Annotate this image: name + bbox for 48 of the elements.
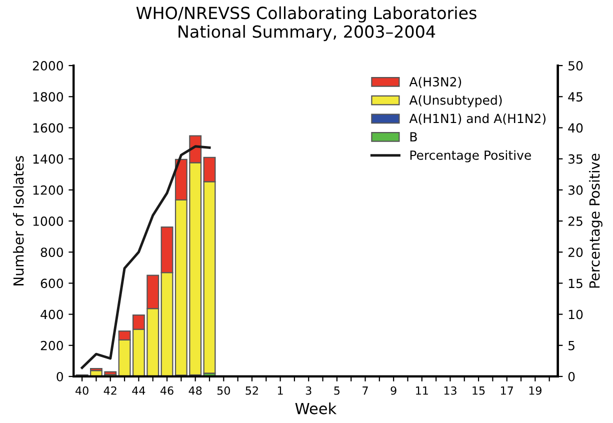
x-tick-label: 3 bbox=[306, 386, 312, 395]
y-tick-label: 800 bbox=[40, 248, 64, 258]
legend-label: A(H3N2) bbox=[409, 76, 462, 88]
x-tick-label: 13 bbox=[444, 386, 456, 395]
x-tick-label: 15 bbox=[472, 386, 485, 395]
y-tick-label: 400 bbox=[40, 310, 64, 320]
y-axis-title: Number of Isolates bbox=[13, 156, 24, 286]
y2-tick-label: 50 bbox=[568, 61, 583, 70]
y-tick-label: 2000 bbox=[32, 61, 64, 70]
x-tick-label: 7 bbox=[362, 386, 368, 395]
legend-label: A(Unsubtyped) bbox=[409, 95, 502, 108]
y-tick-label: 1600 bbox=[33, 123, 64, 133]
y-tick-label: 1200 bbox=[33, 185, 64, 195]
x-tick-label: 40 bbox=[76, 386, 88, 395]
y-tick-label: 1800 bbox=[33, 92, 64, 102]
y2-tick-label: 30 bbox=[568, 185, 583, 195]
y-tick-label: 600 bbox=[40, 278, 64, 288]
x-tick-label: 19 bbox=[529, 386, 542, 395]
y2-tick-label: 15 bbox=[568, 278, 582, 288]
y2-tick-label: 40 bbox=[568, 123, 583, 133]
chart-title: WHO/NREVSS Collaborating Laboratories National Summary, 2003–2004 bbox=[136, 6, 476, 42]
legend-label: A(H1N1) and A(H1N2) bbox=[409, 114, 546, 125]
x-tick-label: 5 bbox=[334, 386, 340, 395]
x-tick-label: 11 bbox=[416, 386, 428, 395]
y-tick-label: 0 bbox=[56, 372, 64, 382]
x-tick-label: 48 bbox=[188, 386, 202, 395]
x-tick-label: 50 bbox=[217, 386, 230, 395]
y-tick-label: 1000 bbox=[33, 216, 64, 226]
x-tick-label: 1 bbox=[278, 386, 283, 395]
y2-tick-label: 10 bbox=[568, 310, 583, 320]
y2-tick-label: 25 bbox=[568, 216, 582, 226]
legend-label: Percentage Positive bbox=[410, 150, 531, 162]
x-tick-label: 17 bbox=[501, 386, 513, 395]
y-tick-label: 200 bbox=[40, 340, 64, 350]
x-tick-label: 9 bbox=[390, 386, 396, 395]
x-tick-label: 46 bbox=[160, 386, 174, 395]
y-tick-label: 1400 bbox=[33, 154, 64, 164]
x-tick-label: 44 bbox=[132, 386, 146, 395]
x-tick-label: 42 bbox=[104, 386, 116, 395]
x-axis-title: Week bbox=[295, 402, 337, 414]
y2-tick-label: 35 bbox=[568, 154, 582, 164]
y2-tick-label: 5 bbox=[568, 341, 574, 350]
y2-tick-label: 45 bbox=[568, 92, 582, 102]
y2-tick-label: 0 bbox=[568, 372, 575, 382]
y2-axis-title: Percentage Positive bbox=[589, 154, 602, 288]
x-tick-label: 52 bbox=[246, 386, 258, 395]
legend-label: B bbox=[410, 132, 417, 142]
y2-tick-label: 20 bbox=[568, 248, 583, 258]
